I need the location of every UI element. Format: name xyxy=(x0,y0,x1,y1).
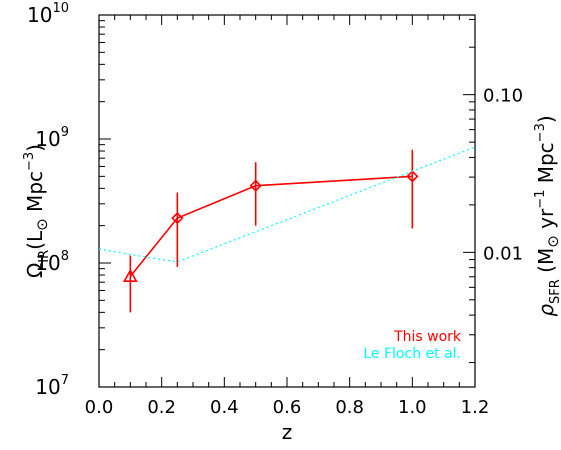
x-tick-label: 0.4 xyxy=(210,397,239,418)
x-axis-label: z xyxy=(282,420,293,444)
y-left-tick-exp: 10 xyxy=(52,1,69,16)
y-right-label-close: ) xyxy=(534,115,558,123)
y-left-label-close: ) xyxy=(23,144,47,152)
y-left-label-sup: −3 xyxy=(22,152,37,171)
y-right-label-main: ρ xyxy=(534,304,558,317)
y-left-tick-label: 1010 xyxy=(27,1,69,27)
y-left-tick-base: 10 xyxy=(35,251,60,275)
y-right-label-sup1: −1 xyxy=(533,190,548,209)
y-right-label-unit1: yr xyxy=(534,208,558,235)
y-right-label-sun: ⊙ xyxy=(544,235,561,248)
x-tick-label: 1.0 xyxy=(398,397,427,418)
y-right-tick-label: 0.10 xyxy=(483,86,523,107)
legend-entry: Le Floch et al. xyxy=(363,346,461,362)
y-left-label-sub: IR xyxy=(37,250,52,263)
y-left-axis-label: ΩIR(L⊙ Mpc−3) xyxy=(22,144,52,278)
x-tick-label: 0.6 xyxy=(273,397,302,418)
y-right-tick-label: 0.01 xyxy=(483,243,523,264)
x-tick-label: 0.8 xyxy=(335,397,364,418)
series-0-line xyxy=(129,175,413,277)
y-left-tick-base: 10 xyxy=(35,127,60,151)
y-left-tick-exp: 7 xyxy=(61,373,69,388)
y-left-tick-exp: 8 xyxy=(61,249,69,264)
y-left-label-rest: (L xyxy=(23,230,47,250)
y-left-label-main: Ω xyxy=(23,263,47,278)
y-left-label-sun: ⊙ xyxy=(33,218,51,231)
y-right-label-sup2: −3 xyxy=(533,123,548,142)
y-right-label-unit2: Mpc xyxy=(534,142,558,189)
y-left-tick-label: 109 xyxy=(35,125,69,151)
x-tick-label: 0.2 xyxy=(147,397,176,418)
series-0-marker-diamond xyxy=(249,179,262,192)
y-left-tick-base: 10 xyxy=(27,3,52,27)
y-left-tick-label: 107 xyxy=(35,373,69,399)
y-left-tick-label: 108 xyxy=(35,249,69,275)
series-0-marker-triangle xyxy=(122,268,138,282)
y-left-tick-base: 10 xyxy=(35,375,60,399)
series-0-marker-diamond xyxy=(171,212,184,225)
y-right-axis-label: ρSFR (M⊙ yr−1 Mpc−3) xyxy=(533,115,561,316)
y-left-label-unit: Mpc xyxy=(23,171,47,218)
x-tick-label: 1.2 xyxy=(461,397,490,418)
legend-entry: This work xyxy=(393,329,462,345)
y-left-tick-exp: 9 xyxy=(61,125,69,140)
series-1-line xyxy=(98,146,476,263)
y-right-label-sub: SFR xyxy=(548,279,561,304)
y-right-label-rest: (M xyxy=(534,248,558,279)
x-tick-label: 0.0 xyxy=(85,397,114,418)
series-0-marker-diamond xyxy=(406,170,419,183)
